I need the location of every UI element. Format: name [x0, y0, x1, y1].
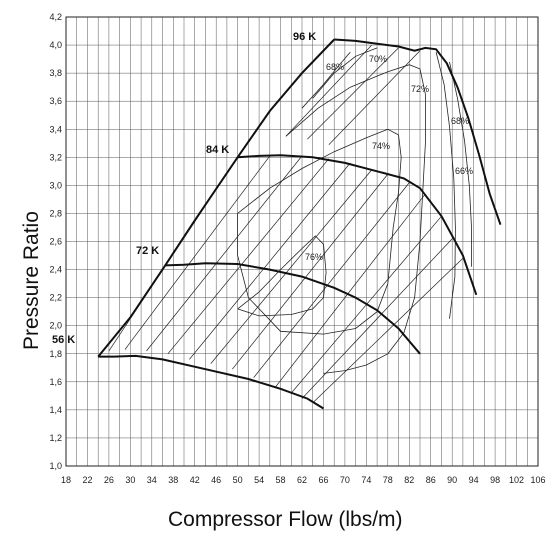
x-tick-label: 58: [276, 475, 286, 485]
flow-line: [312, 258, 464, 404]
x-tick-label: 22: [82, 475, 92, 485]
x-tick-label: 30: [125, 475, 135, 485]
speed-lines: [97, 38, 502, 410]
y-tick-label: 2,0: [49, 321, 62, 331]
y-tick-label: 3,2: [49, 152, 62, 162]
x-tick-label: 54: [254, 475, 264, 485]
speed-line: [165, 262, 421, 355]
flow-line: [307, 47, 399, 140]
x-tick-label: 46: [211, 475, 221, 485]
efficiency-curve: [237, 235, 327, 317]
x-tick-label: 62: [297, 475, 307, 485]
flow-line: [232, 173, 389, 370]
efficiency-label: 70%: [369, 54, 387, 64]
x-tick-label: 82: [404, 475, 414, 485]
efficiency-label: 72%: [411, 84, 429, 94]
y-tick-label: 3,8: [49, 68, 62, 78]
efficiency-curve: [301, 51, 351, 109]
flow-line: [189, 162, 351, 360]
x-tick-label: 106: [530, 475, 545, 485]
flow-line: [285, 44, 372, 137]
flow-line: [253, 182, 410, 378]
y-tick-label: 2,6: [49, 237, 62, 247]
x-tick-label: 66: [318, 475, 328, 485]
efficiency-curve: [312, 47, 378, 99]
speed-line: [334, 38, 502, 226]
flow-line: [124, 155, 271, 350]
y-tick-label: 1,0: [49, 461, 62, 471]
speed-line: [98, 354, 325, 410]
x-tick-label: 90: [447, 475, 457, 485]
x-tick-label: 18: [61, 475, 71, 485]
y-tick-label: 2,4: [49, 265, 62, 275]
efficiency-curve: [449, 61, 472, 267]
y-tick-label: 4,2: [49, 12, 62, 22]
efficiency-islands: [237, 47, 472, 374]
x-tick-label: 86: [426, 475, 436, 485]
efficiency-label: 68%: [451, 116, 469, 126]
y-tick-label: 1,8: [49, 349, 62, 359]
x-tick-label: 98: [490, 475, 500, 485]
x-tick-label: 42: [190, 475, 200, 485]
efficiency-curve: [285, 64, 426, 374]
x-tick-label: 26: [104, 475, 114, 485]
x-tick-label: 94: [469, 475, 479, 485]
speed-label: 84 K: [206, 144, 229, 156]
y-tick-label: 2,8: [49, 208, 62, 218]
efficiency-curve: [237, 128, 402, 335]
y-tick-label: 3,0: [49, 180, 62, 190]
y-tick-label: 3,4: [49, 124, 62, 134]
efficiency-label: 76%: [305, 252, 323, 262]
y-tick-label: 1,2: [49, 433, 62, 443]
y-tick-label: 2,2: [49, 293, 62, 303]
y-tick-label: 1,6: [49, 377, 62, 387]
x-tick-label: 70: [340, 475, 350, 485]
surge-line: [97, 38, 335, 358]
y-tick-label: 4,0: [49, 40, 62, 50]
speed-label: 56 K: [52, 334, 75, 346]
flow-line: [167, 158, 330, 355]
x-tick-label: 78: [383, 475, 393, 485]
flow-line: [274, 193, 426, 388]
flow-line: [146, 155, 303, 352]
flow-line: [301, 238, 453, 399]
x-axis-label: Compressor Flow (lbs/m): [168, 508, 403, 531]
y-tick-label: 3,6: [49, 96, 62, 106]
x-tick-label: 102: [509, 475, 524, 485]
x-tick-label: 38: [168, 475, 178, 485]
efficiency-label: 68%: [326, 62, 344, 72]
speed-label: 72 K: [136, 245, 159, 257]
x-tick-label: 74: [361, 475, 371, 485]
efficiency-label: 66%: [455, 166, 473, 176]
x-tick-label: 34: [147, 475, 157, 485]
axis-ticks: 18 22 26 30 34 38 42 46 50 54 58 62 66 70 74 78 82 86 90 94…: [49, 12, 545, 485]
speed-label: 96 K: [293, 31, 316, 43]
grid-lines: [65, 16, 539, 467]
x-tick-label: 50: [233, 475, 243, 485]
y-tick-label: 1,4: [49, 405, 62, 415]
chart-annotations: 56 K 72 K 84 K 96 K 76% 74% 72% 70% 68% 68% 66%: [52, 31, 473, 346]
flow-line: [210, 169, 372, 364]
y-axis-label: Pressure Ratio: [20, 211, 43, 350]
constant-flow-lines: [108, 44, 464, 404]
efficiency-curve: [435, 52, 456, 319]
efficiency-label: 74%: [372, 141, 390, 151]
speed-line: [237, 154, 478, 296]
plot-frame: [65, 16, 539, 467]
